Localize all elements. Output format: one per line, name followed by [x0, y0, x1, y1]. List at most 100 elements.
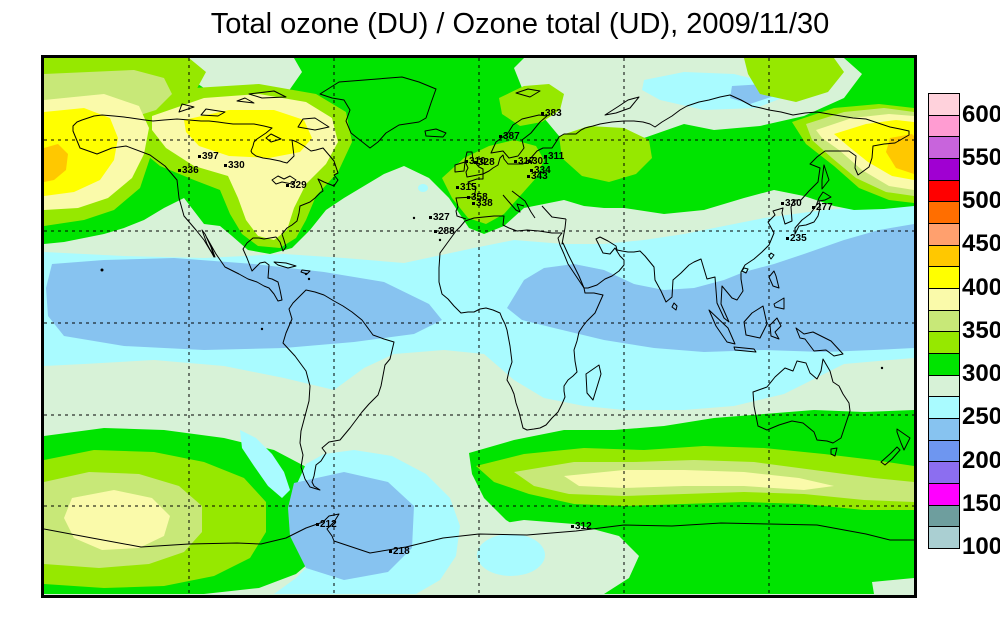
- station-marker: [812, 206, 815, 209]
- station-value-label: 343: [531, 171, 548, 182]
- coast-borneo: [743, 305, 768, 339]
- station: 328: [474, 157, 495, 168]
- colorbar-swatch: [929, 94, 959, 116]
- tropical-cyan-band: [44, 204, 914, 410]
- station: 336: [178, 165, 199, 176]
- station: 330: [781, 198, 802, 209]
- colorbar-tick-label: 250: [962, 403, 1000, 431]
- coast-cuba: [273, 261, 297, 269]
- colorbar-swatch: [929, 484, 959, 506]
- colorbar-tick-label: 150: [962, 489, 1000, 517]
- island-dot-fiji: [880, 366, 884, 370]
- station-marker: [527, 175, 530, 178]
- colorbar-swatch: [929, 245, 959, 268]
- station-marker: [178, 169, 181, 172]
- coast-baja: [201, 229, 215, 258]
- coast-java: [733, 346, 757, 353]
- coast-tasmania: [830, 447, 838, 457]
- island-dot-canary: [438, 238, 442, 242]
- island-dot-antilles1: [304, 272, 308, 276]
- colorbar-swatch: [929, 310, 959, 333]
- station: 212: [316, 519, 337, 530]
- station: 310: [465, 156, 486, 167]
- station-marker: [474, 161, 477, 164]
- coast-baffin: [297, 117, 330, 131]
- antarctic-cyan-pocket: [477, 534, 545, 576]
- station-value-label: 235: [790, 233, 807, 244]
- coastlines: [44, 76, 914, 554]
- station: 315: [456, 182, 477, 193]
- coast-eurasia: [455, 94, 910, 323]
- station-value-label: 301: [532, 156, 549, 167]
- coast-nz-south: [880, 446, 901, 466]
- station-marker: [389, 550, 392, 553]
- station-marker: [530, 169, 533, 172]
- coast-antarctica: [44, 513, 914, 554]
- station-marker: [434, 230, 437, 233]
- coast-north-america: [72, 114, 339, 302]
- coast-italy: [502, 194, 525, 213]
- south-paleyellow-west: [64, 490, 170, 550]
- station-value-label: 383: [545, 108, 562, 119]
- station: 343: [527, 171, 548, 182]
- station: 330: [224, 160, 245, 171]
- station-marker: [316, 523, 319, 526]
- island-dot-azores: [412, 216, 416, 220]
- coast-great-britain: [464, 151, 484, 178]
- station-value-label: 218: [393, 546, 410, 557]
- station-marker: [286, 184, 289, 187]
- coast-nz-north: [896, 428, 911, 451]
- station-marker: [465, 160, 468, 163]
- gold-kamchatka: [886, 134, 914, 174]
- coast-taiwan: [768, 252, 775, 260]
- station: 334: [530, 165, 551, 176]
- colorbar-swatch: [929, 397, 959, 420]
- station-marker: [544, 155, 547, 158]
- station: 358: [467, 192, 488, 203]
- pacific-low-blob: [46, 258, 442, 350]
- coast-sakhalin: [821, 164, 830, 190]
- colorbar-swatch: [929, 180, 959, 203]
- station-marker: [224, 164, 227, 167]
- coast-novaya-zemlya: [604, 96, 640, 116]
- chile-cyan-finger: [240, 430, 290, 498]
- station-marker: [472, 202, 475, 205]
- station: 288: [434, 226, 455, 237]
- station-marker: [541, 112, 544, 115]
- station-marker: [781, 202, 784, 205]
- colorbar-swatch: [929, 462, 959, 485]
- station-marker: [456, 186, 459, 189]
- yellow-kamchatka: [834, 120, 914, 180]
- station-value-label: 310: [469, 156, 486, 167]
- colorbar-swatch: [929, 440, 959, 463]
- cyan-spot-atlantic: [418, 184, 428, 192]
- station: 301: [528, 156, 549, 167]
- station-value-label: 329: [290, 180, 307, 191]
- coast-sulawesi: [769, 317, 782, 340]
- coast-iceland: [424, 128, 447, 138]
- colorbar-tick-label: 450: [962, 230, 1000, 258]
- coast-mindanao: [773, 297, 785, 310]
- coast-australia: [752, 358, 851, 444]
- coast-svalbard: [515, 88, 541, 98]
- coast-turkey: [541, 205, 567, 220]
- station-value-label: 387: [503, 131, 520, 142]
- coast-ellesmere: [248, 90, 287, 99]
- coast-new-guinea: [795, 327, 844, 357]
- chartreuse-siberia: [559, 126, 652, 182]
- colorbar-tick-label: 350: [962, 316, 1000, 344]
- colorbar-swatch: [929, 267, 959, 290]
- station: 235: [786, 233, 807, 244]
- coast-south-america: [282, 289, 395, 491]
- station-marker: [528, 160, 531, 163]
- station-value-label: 397: [202, 151, 219, 162]
- colorbar-swatch: [929, 354, 959, 376]
- station-value-label: 330: [785, 198, 802, 209]
- station-marker: [429, 216, 432, 219]
- colorbar-swatch: [929, 289, 959, 311]
- colorbar-swatch: [929, 115, 959, 138]
- station-value-label: 358: [471, 192, 488, 203]
- colorbar-tick-label: 400: [962, 273, 1000, 301]
